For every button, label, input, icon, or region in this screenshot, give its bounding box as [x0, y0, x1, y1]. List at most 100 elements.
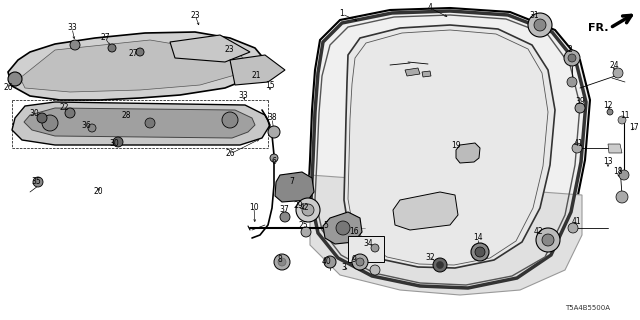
- Text: 2: 2: [568, 45, 572, 54]
- Circle shape: [302, 204, 314, 216]
- Text: 23: 23: [224, 45, 234, 54]
- Text: 12: 12: [604, 100, 612, 109]
- Polygon shape: [275, 172, 314, 202]
- Text: 27: 27: [128, 49, 138, 58]
- Circle shape: [42, 115, 58, 131]
- Circle shape: [572, 143, 582, 153]
- Text: 4: 4: [428, 4, 433, 12]
- Polygon shape: [405, 68, 420, 76]
- Circle shape: [37, 113, 47, 123]
- Text: 8: 8: [278, 254, 282, 263]
- Text: 34: 34: [363, 239, 373, 249]
- Text: 14: 14: [473, 234, 483, 243]
- Text: 15: 15: [265, 82, 275, 91]
- Circle shape: [567, 77, 577, 87]
- Circle shape: [619, 170, 629, 180]
- Circle shape: [536, 228, 560, 252]
- Text: 26: 26: [3, 84, 13, 92]
- Polygon shape: [12, 102, 270, 145]
- Text: 32: 32: [425, 252, 435, 261]
- Circle shape: [475, 247, 485, 257]
- Text: 30: 30: [29, 109, 39, 118]
- Circle shape: [324, 256, 336, 268]
- Text: 23: 23: [190, 11, 200, 20]
- Text: 35: 35: [31, 178, 41, 187]
- Text: 27: 27: [100, 34, 110, 43]
- Circle shape: [607, 109, 613, 115]
- Polygon shape: [24, 108, 255, 138]
- Circle shape: [113, 137, 123, 147]
- Text: 17: 17: [629, 124, 639, 132]
- Circle shape: [278, 258, 286, 266]
- Text: 33: 33: [67, 23, 77, 33]
- Circle shape: [564, 50, 580, 66]
- Circle shape: [370, 265, 380, 275]
- Circle shape: [568, 223, 578, 233]
- Circle shape: [613, 68, 623, 78]
- Polygon shape: [230, 55, 285, 85]
- Circle shape: [471, 243, 489, 261]
- Polygon shape: [422, 71, 431, 77]
- Circle shape: [568, 54, 576, 62]
- Polygon shape: [323, 212, 362, 244]
- Text: 21: 21: [252, 71, 260, 81]
- Text: 38: 38: [267, 114, 277, 123]
- Circle shape: [542, 234, 554, 246]
- Circle shape: [618, 116, 626, 124]
- Text: 6: 6: [271, 157, 276, 166]
- Circle shape: [296, 198, 320, 222]
- Text: 3: 3: [342, 263, 346, 273]
- Circle shape: [280, 212, 290, 222]
- Text: 24: 24: [609, 61, 619, 70]
- Text: 33: 33: [238, 92, 248, 100]
- Circle shape: [371, 244, 379, 252]
- Circle shape: [65, 108, 75, 118]
- Circle shape: [268, 126, 280, 138]
- Text: 5: 5: [324, 220, 328, 229]
- Text: 26: 26: [225, 149, 235, 158]
- Text: 9: 9: [351, 254, 356, 263]
- Text: 41: 41: [571, 218, 581, 227]
- Text: 16: 16: [349, 228, 359, 236]
- Text: 42: 42: [299, 203, 309, 212]
- Text: 37: 37: [279, 205, 289, 214]
- Text: 1: 1: [340, 10, 344, 19]
- Circle shape: [88, 124, 96, 132]
- Text: 42: 42: [533, 228, 543, 236]
- Circle shape: [274, 254, 290, 270]
- Text: T5A4B5500A: T5A4B5500A: [565, 305, 610, 311]
- Text: 28: 28: [121, 111, 131, 121]
- Circle shape: [301, 227, 311, 237]
- Circle shape: [145, 118, 155, 128]
- Text: 39: 39: [575, 98, 585, 107]
- Polygon shape: [393, 192, 458, 230]
- Text: 7: 7: [289, 178, 294, 187]
- Text: 25: 25: [298, 220, 308, 229]
- Polygon shape: [344, 25, 555, 268]
- Circle shape: [433, 258, 447, 272]
- Text: 31: 31: [529, 11, 539, 20]
- FancyBboxPatch shape: [348, 236, 384, 262]
- Polygon shape: [456, 143, 480, 163]
- Text: FR.: FR.: [588, 23, 608, 33]
- Text: 30: 30: [109, 140, 119, 148]
- Circle shape: [616, 191, 628, 203]
- Polygon shape: [170, 35, 250, 62]
- Circle shape: [575, 103, 585, 113]
- Polygon shape: [608, 144, 622, 153]
- Circle shape: [33, 177, 43, 187]
- Circle shape: [534, 19, 546, 31]
- Text: 18: 18: [613, 167, 623, 177]
- Circle shape: [222, 112, 238, 128]
- Text: 19: 19: [451, 140, 461, 149]
- Circle shape: [297, 205, 307, 215]
- Text: 20: 20: [93, 188, 103, 196]
- Circle shape: [356, 258, 364, 266]
- Text: 10: 10: [249, 203, 259, 212]
- Circle shape: [352, 254, 368, 270]
- Circle shape: [136, 48, 144, 56]
- Text: 40: 40: [321, 257, 331, 266]
- Polygon shape: [8, 32, 265, 100]
- Text: 41: 41: [573, 139, 583, 148]
- Polygon shape: [310, 175, 582, 295]
